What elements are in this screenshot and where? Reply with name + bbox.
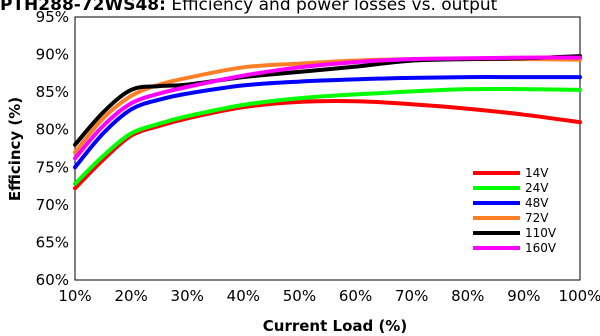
series-line-24v <box>73 86 582 186</box>
x-tick-label: 10% <box>58 287 91 305</box>
y-tick-label: 60% <box>36 271 69 289</box>
series-line-14v <box>73 98 582 191</box>
series-lines <box>73 54 582 191</box>
x-tick-label: 60% <box>339 287 372 305</box>
legend-label: 160V <box>525 241 557 255</box>
series-line-160v <box>73 55 582 161</box>
series-line-72v <box>73 56 582 155</box>
y-tick-label: 70% <box>36 196 69 214</box>
x-axis-title: Current Load (%) <box>263 317 407 335</box>
y-tick-label: 75% <box>36 158 69 176</box>
x-tick-label: 20% <box>114 287 147 305</box>
chart-caption: PTH288-72WS48: Efficiency and power loss… <box>0 0 600 16</box>
plot-area-frame <box>74 16 581 281</box>
x-tick-label: 40% <box>227 287 260 305</box>
y-tick-label: 80% <box>36 121 69 139</box>
x-tick-label: 30% <box>171 287 204 305</box>
legend-label: 110V <box>525 226 557 240</box>
y-tick-labels: 60% 65% 70% 75% 80% 85% 90% 95% <box>36 8 69 289</box>
caption-text: Efficiency and power losses vs. output <box>171 0 498 15</box>
legend-label: 48V <box>525 196 549 210</box>
y-tick-label: 90% <box>36 46 69 64</box>
x-tick-label: 90% <box>507 287 540 305</box>
y-tick-label: 95% <box>36 8 69 26</box>
legend-label: 72V <box>525 211 549 225</box>
x-tick-label: 50% <box>283 287 316 305</box>
x-tick-label: 80% <box>451 287 484 305</box>
series-line-48v <box>73 75 582 170</box>
x-tick-label: 100% <box>559 287 600 305</box>
y-tick-label: 65% <box>36 233 69 251</box>
legend-label: 24V <box>525 181 549 195</box>
y-tick-label: 85% <box>36 83 69 101</box>
model-label: PTH288-72WS48: <box>0 0 166 15</box>
y-axis-title: Efficincy (%) <box>6 97 24 201</box>
legend-label: 14V <box>525 166 549 180</box>
x-tick-labels: 10% 20% 30% 40% 50% 60% 70% 80% 90% 100% <box>58 287 600 305</box>
x-tick-label: 70% <box>395 287 428 305</box>
